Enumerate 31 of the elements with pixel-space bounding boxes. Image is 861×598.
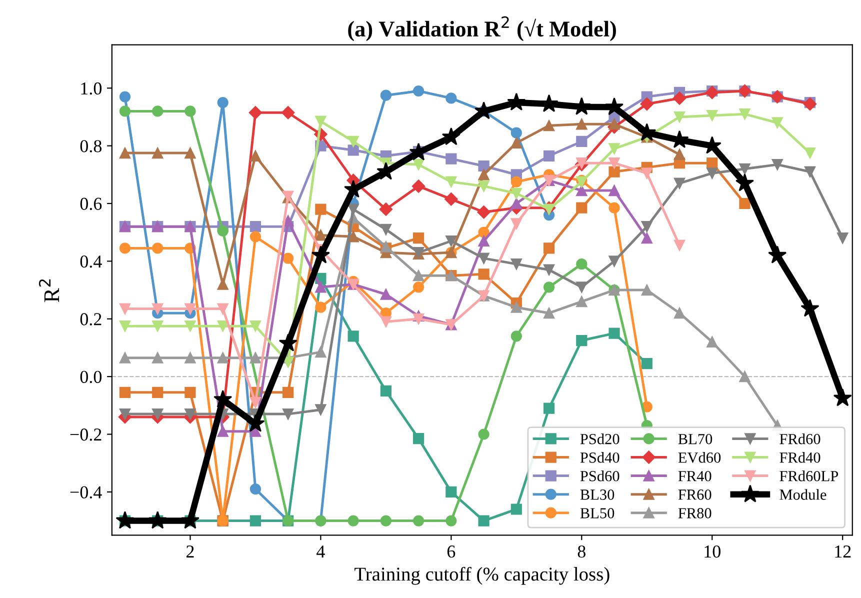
x-tick-label: 4 xyxy=(316,546,325,558)
legend-label: BL30 xyxy=(580,490,614,500)
legend-label: PSd60 xyxy=(580,470,620,482)
legend-label: BL70 xyxy=(678,434,712,444)
legend-label: FRd60LP xyxy=(780,470,838,482)
y-tick-label: 0.4 xyxy=(80,255,102,268)
y-tick-label: 0.0 xyxy=(80,370,102,384)
x-tick-label: 6 xyxy=(447,546,456,558)
y-tick-label: 0.8 xyxy=(80,140,102,152)
y-tick-label: 1.0 xyxy=(81,82,102,95)
legend-label: Module xyxy=(780,489,826,500)
chart-title: (a) Validation R$^{2}$ (√t Model) xyxy=(348,16,616,42)
legend-label: FRd40 xyxy=(780,452,820,463)
legend-label: FR40 xyxy=(678,470,712,482)
legend-label: FR80 xyxy=(678,508,712,518)
y-tick-label: 0.6 xyxy=(80,198,102,210)
legend-label: PSd40 xyxy=(580,452,620,463)
legend-label: FRd60 xyxy=(780,433,820,444)
x-tick-label: 2 xyxy=(186,546,194,558)
legend-label: FR60 xyxy=(678,490,712,500)
legend-label: BL50 xyxy=(580,508,614,518)
y-tick-label: −0.2 xyxy=(70,428,102,441)
legend-label: EVd60 xyxy=(678,452,721,463)
y-axis-title: R$^{2}$ xyxy=(38,279,59,302)
legend-label: PSd20 xyxy=(580,433,620,444)
x-tick-label: 10 xyxy=(704,545,720,558)
x-tick-label: 8 xyxy=(578,545,586,558)
x-axis-title: Training cutoff (% capacity loss) xyxy=(354,566,610,585)
y-tick-label: 0.2 xyxy=(80,313,102,326)
x-tick-label: 12 xyxy=(835,546,851,558)
y-tick-label: −0.4 xyxy=(70,486,102,498)
